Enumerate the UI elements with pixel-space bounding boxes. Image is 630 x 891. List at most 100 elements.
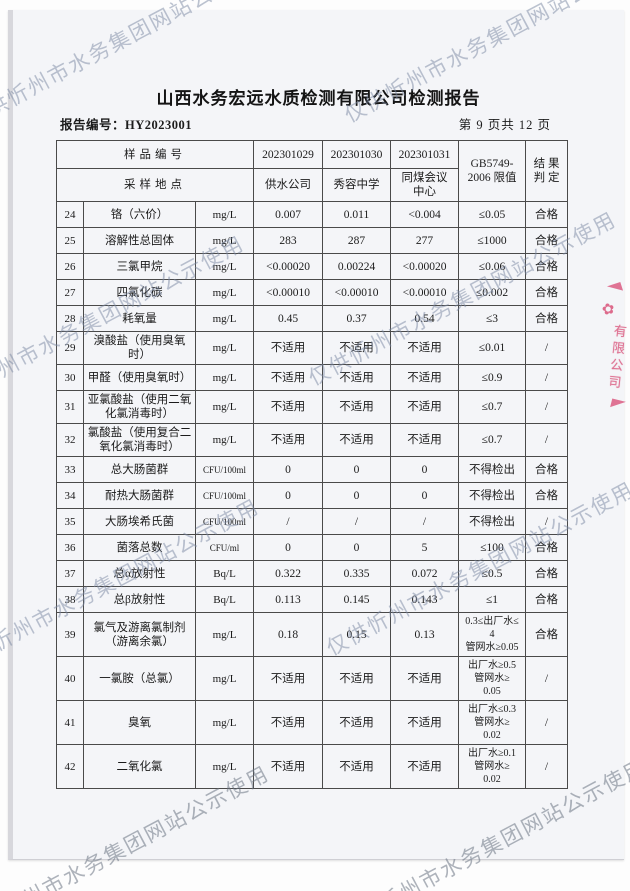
result-judgement: 合格: [525, 227, 569, 254]
table-row: 40 一氯胺（总氯） mg/L 不适用 不适用 不适用 出厂水≥0.5 管网水≥ 0.05/: [56, 656, 569, 701]
value-sample-3: 0.072: [390, 560, 460, 587]
table-row: 32 氯酸盐（使用复合二氧化氯消毒时） mg/L 不适用 不适用 不适用 ≤0.7/: [56, 423, 569, 457]
value-sample-1: 不适用: [253, 390, 324, 424]
limit-value: ≤0.9: [458, 364, 527, 391]
param-unit: mg/L: [194, 656, 255, 701]
param-name: 臭氧: [83, 700, 196, 745]
value-sample-3: <0.00020: [390, 253, 460, 280]
result-judgement: /: [525, 744, 569, 789]
report-meta-row: 报告编号：HY2023001 第 9 页共 12 页: [60, 114, 551, 133]
value-sample-1: 0: [253, 456, 324, 483]
param-name: 大肠埃希氏菌: [83, 508, 196, 535]
value-sample-2: 不适用: [322, 390, 392, 424]
sample-site-2: 秀容中学: [322, 168, 392, 202]
value-sample-3: 0.54: [390, 305, 460, 332]
value-sample-1: <0.00020: [253, 253, 324, 280]
value-sample-2: 不适用: [322, 331, 392, 365]
limit-value: ≤0.5: [458, 560, 527, 587]
result-judgement: /: [525, 364, 569, 391]
result-judgement: 合格: [525, 279, 569, 306]
value-sample-1: 不适用: [253, 423, 324, 457]
limit-value: ≤0.01: [458, 331, 527, 365]
result-judgement: 合格: [525, 253, 569, 280]
value-sample-2: 0.00224: [322, 253, 392, 280]
sample-site-3: 同煤会议 中心: [390, 168, 460, 202]
limit-value: 不得检出: [458, 508, 527, 535]
result-judgement: /: [525, 331, 569, 365]
row-number: 40: [56, 656, 84, 701]
table-row: 36 菌落总数 CFU/ml 0 0 5 ≤100 合格: [56, 534, 569, 561]
param-name: 二氧化氯: [83, 744, 196, 789]
result-judgement: 合格: [525, 586, 569, 613]
table-row: 33 总大肠菌群 CFU/100ml 0 0 0 不得检出 合格: [56, 456, 569, 483]
value-sample-2: 不适用: [322, 423, 392, 457]
result-judgement: /: [525, 656, 569, 701]
param-unit: CFU/100ml: [194, 508, 255, 535]
param-name: 亚氯酸盐（使用二氧化氯消毒时）: [83, 390, 196, 424]
result-judgement: 合格: [525, 305, 569, 332]
value-sample-1: 不适用: [253, 364, 324, 391]
param-name: 一氯胺（总氯）: [83, 656, 196, 701]
table-row: 41 臭氧 mg/L 不适用 不适用 不适用 出厂水≤0.3 管网水≥ 0.02/: [56, 700, 569, 745]
result-judgement: 合格: [525, 534, 569, 561]
sample-id-label: 样品编号: [55, 140, 255, 169]
value-sample-3: /: [390, 508, 460, 535]
value-sample-1: 0: [253, 534, 324, 561]
result-judgement: 合格: [525, 482, 569, 509]
limit-column-header: GB5749- 2006 限值: [458, 140, 527, 202]
result-judgement: 合格: [525, 201, 569, 228]
limit-value: 0.3≤出厂水≤ 4 管网水≥0.05: [458, 612, 527, 657]
results-table-body: 24 铬（六价） mg/L 0.007 0.011 <0.004 ≤0.05 合格 25 溶解性总…: [56, 201, 569, 789]
limit-value: 出厂水≥0.1 管网水≥ 0.02: [458, 744, 527, 789]
value-sample-3: 0: [390, 482, 460, 509]
param-unit: mg/L: [194, 390, 255, 424]
param-unit: mg/L: [194, 201, 255, 228]
row-number: 42: [56, 744, 84, 789]
report-number: 报告编号：HY2023001: [60, 114, 192, 133]
table-row: 28 耗氧量 mg/L 0.45 0.37 0.54 ≤3 合格: [56, 305, 569, 332]
row-number: 25: [56, 227, 84, 254]
value-sample-2: 不适用: [322, 700, 392, 745]
table-row: 39 氯气及游离氯制剂（游离余氯） mg/L 0.18 0.15 0.13 0.3≤出厂水≤…: [56, 612, 569, 657]
row-number: 28: [56, 305, 84, 332]
table-row: 38 总β放射性 Bq/L 0.113 0.145 0.143 ≤1 合格: [56, 586, 569, 613]
value-sample-3: 5: [390, 534, 460, 561]
param-name: 总α放射性: [83, 560, 196, 587]
value-sample-2: 0.011: [322, 201, 392, 228]
param-name: 铬（六价）: [83, 201, 196, 228]
value-sample-1: 0: [253, 482, 324, 509]
param-name: 甲醛（使用臭氧时）: [83, 364, 196, 391]
table-row: 35 大肠埃希氏菌 CFU/100ml / / / 不得检出 /: [56, 508, 569, 535]
limit-value: ≤100: [458, 534, 527, 561]
value-sample-3: 不适用: [390, 331, 460, 365]
table-row: 30 甲醛（使用臭氧时） mg/L 不适用 不适用 不适用 ≤0.9/: [56, 364, 569, 391]
value-sample-1: 0.45: [253, 305, 324, 332]
row-number: 36: [56, 534, 84, 561]
value-sample-3: 0.13: [390, 612, 460, 657]
header-row-sample-ids: 样品编号 202301029 202301030 202301031 GB574…: [55, 140, 569, 202]
limit-value: ≤0.002: [458, 279, 527, 306]
row-number: 37: [56, 560, 84, 587]
sample-id-2: 202301030: [322, 140, 392, 169]
param-unit: Bq/L: [194, 560, 255, 587]
param-unit: mg/L: [194, 279, 255, 306]
table-row: 37 总α放射性 Bq/L 0.322 0.335 0.072 ≤0.5 合格: [56, 560, 569, 587]
param-unit: mg/L: [194, 253, 255, 280]
table-row: 27 四氯化碳 mg/L <0.00010 <0.00010 <0.00010 ≤0.002…: [56, 279, 569, 306]
limit-value: ≤0.7: [458, 390, 527, 424]
table-row: 42 二氧化氯 mg/L 不适用 不适用 不适用 出厂水≥0.1 管网水≥ 0.02/: [56, 744, 569, 789]
value-sample-2: 0: [322, 482, 392, 509]
table-row: 31 亚氯酸盐（使用二氧化氯消毒时） mg/L 不适用 不适用 不适用 ≤0.7/: [56, 390, 569, 424]
table-header: 样品编号 202301029 202301030 202301031 GB574…: [55, 140, 569, 202]
value-sample-3: 0: [390, 456, 460, 483]
table-row: 34 耐热大肠菌群 CFU/100ml 0 0 0 不得检出 合格: [56, 482, 569, 509]
header-row-sample-sites: 采样地点 供水公司 秀容中学 同煤会议 中心: [55, 168, 568, 202]
limit-value: ≤1000: [458, 227, 527, 254]
value-sample-2: 不适用: [322, 656, 392, 701]
result-judgement: /: [525, 423, 569, 457]
value-sample-3: 不适用: [390, 364, 460, 391]
page-indicator: 第 9 页共 12 页: [458, 118, 551, 132]
result-judgement: /: [525, 700, 569, 745]
value-sample-3: 不适用: [390, 700, 460, 745]
value-sample-3: 不适用: [390, 423, 460, 457]
